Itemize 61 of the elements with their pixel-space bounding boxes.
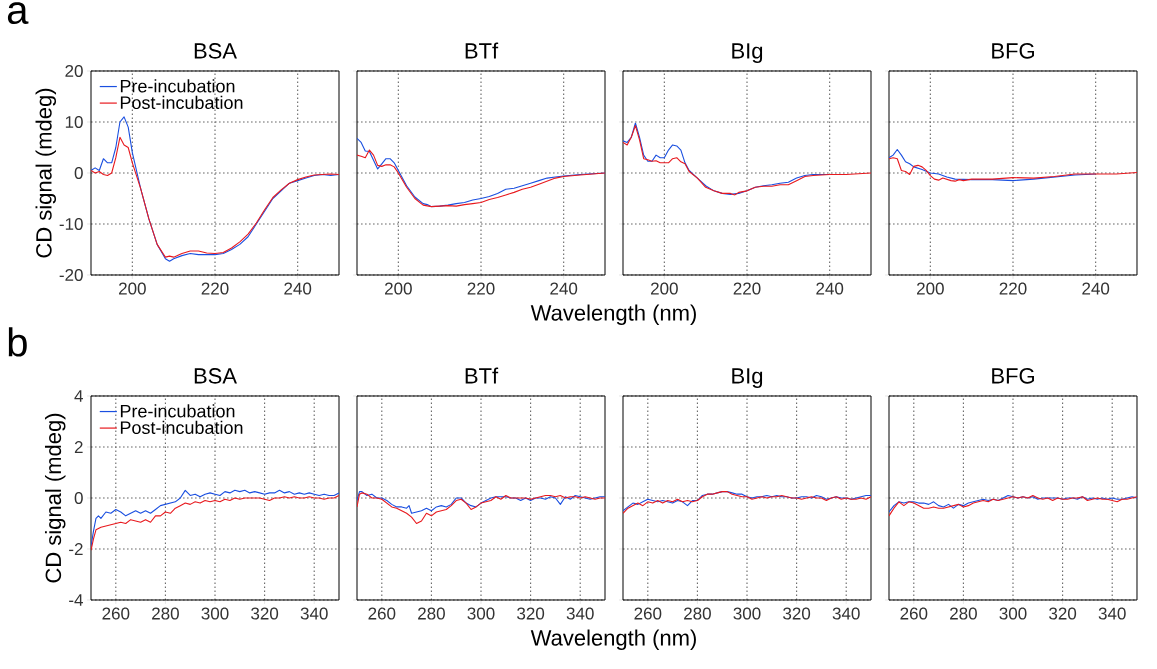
x-tick-label: 300 xyxy=(733,607,761,620)
y-tick-label: -10 xyxy=(59,217,83,231)
x-tick-label: 340 xyxy=(832,607,860,620)
text: a xyxy=(7,2,29,25)
chart-title: BIg xyxy=(732,43,763,64)
chart-title: BSA xyxy=(194,368,237,384)
y-tick-label: -2 xyxy=(69,543,83,555)
x-tick-label: 260 xyxy=(368,607,396,620)
chart-title: BFG xyxy=(992,43,1034,59)
y-tick-label: 10 xyxy=(65,115,83,129)
x-tick-label: 200 xyxy=(917,282,944,295)
x-tick-label: 340 xyxy=(300,607,328,620)
x-tick-label: 320 xyxy=(517,607,545,620)
x-tick-label: 220 xyxy=(999,282,1027,295)
x-axis-title: Wavelength (nm) xyxy=(530,304,696,326)
y-tick-label: 0 xyxy=(74,491,83,505)
x-tick-label: 260 xyxy=(900,607,928,620)
x-tick-label: 220 xyxy=(467,282,495,295)
legend-label: Pre-incubation xyxy=(120,404,235,418)
legend-label: Post-incubation xyxy=(120,95,243,110)
x-tick-label: 200 xyxy=(119,282,146,295)
x-tick-label: 340 xyxy=(1098,607,1126,620)
x-tick-label: 280 xyxy=(684,607,711,620)
x-tick-label: 240 xyxy=(284,282,312,295)
x-tick-label: 320 xyxy=(251,607,279,620)
x-tick-label: 280 xyxy=(152,607,179,620)
chart-title: BIg xyxy=(732,368,763,389)
x-tick-label: 200 xyxy=(651,282,678,295)
chart-title: BSA xyxy=(194,43,237,59)
x-tick-label: 260 xyxy=(634,607,662,620)
chart-title: BTf xyxy=(465,367,499,384)
y-tick-label: -20 xyxy=(59,268,83,282)
line-series xyxy=(91,136,339,258)
y-tick-label: 2 xyxy=(74,441,83,453)
x-tick-label: 200 xyxy=(385,282,412,295)
y-tick-label: 20 xyxy=(65,64,83,78)
legend-label: Post-incubation xyxy=(120,420,243,435)
x-tick-label: 320 xyxy=(1049,607,1077,620)
x-tick-label: 300 xyxy=(999,607,1027,620)
y-tick-label: -4 xyxy=(69,594,83,606)
chart-title: BTf xyxy=(465,42,499,59)
x-tick-label: 280 xyxy=(950,607,977,620)
x-tick-label: 280 xyxy=(418,607,445,620)
y-tick-label: 4 xyxy=(74,390,83,402)
x-axis-title: Wavelength (nm) xyxy=(530,629,696,651)
x-tick-label: 300 xyxy=(201,607,229,620)
x-tick-label: 220 xyxy=(733,282,761,295)
y-axis-title: CD signal (mdeg) xyxy=(35,88,57,258)
x-tick-label: 240 xyxy=(816,282,844,295)
x-tick-label: 340 xyxy=(566,607,594,620)
y-tick-label: 0 xyxy=(74,166,83,180)
x-tick-label: 320 xyxy=(783,607,811,620)
x-tick-label: 240 xyxy=(550,282,578,295)
y-axis-title: CD signal (mdeg) xyxy=(44,413,66,583)
x-tick-label: 240 xyxy=(1082,282,1110,295)
chart-title: BFG xyxy=(992,368,1034,384)
text: b xyxy=(8,327,27,357)
x-tick-label: 260 xyxy=(102,607,130,620)
legend-label: Pre-incubation xyxy=(120,79,235,93)
x-tick-label: 220 xyxy=(201,282,229,295)
x-tick-label: 300 xyxy=(467,607,495,620)
